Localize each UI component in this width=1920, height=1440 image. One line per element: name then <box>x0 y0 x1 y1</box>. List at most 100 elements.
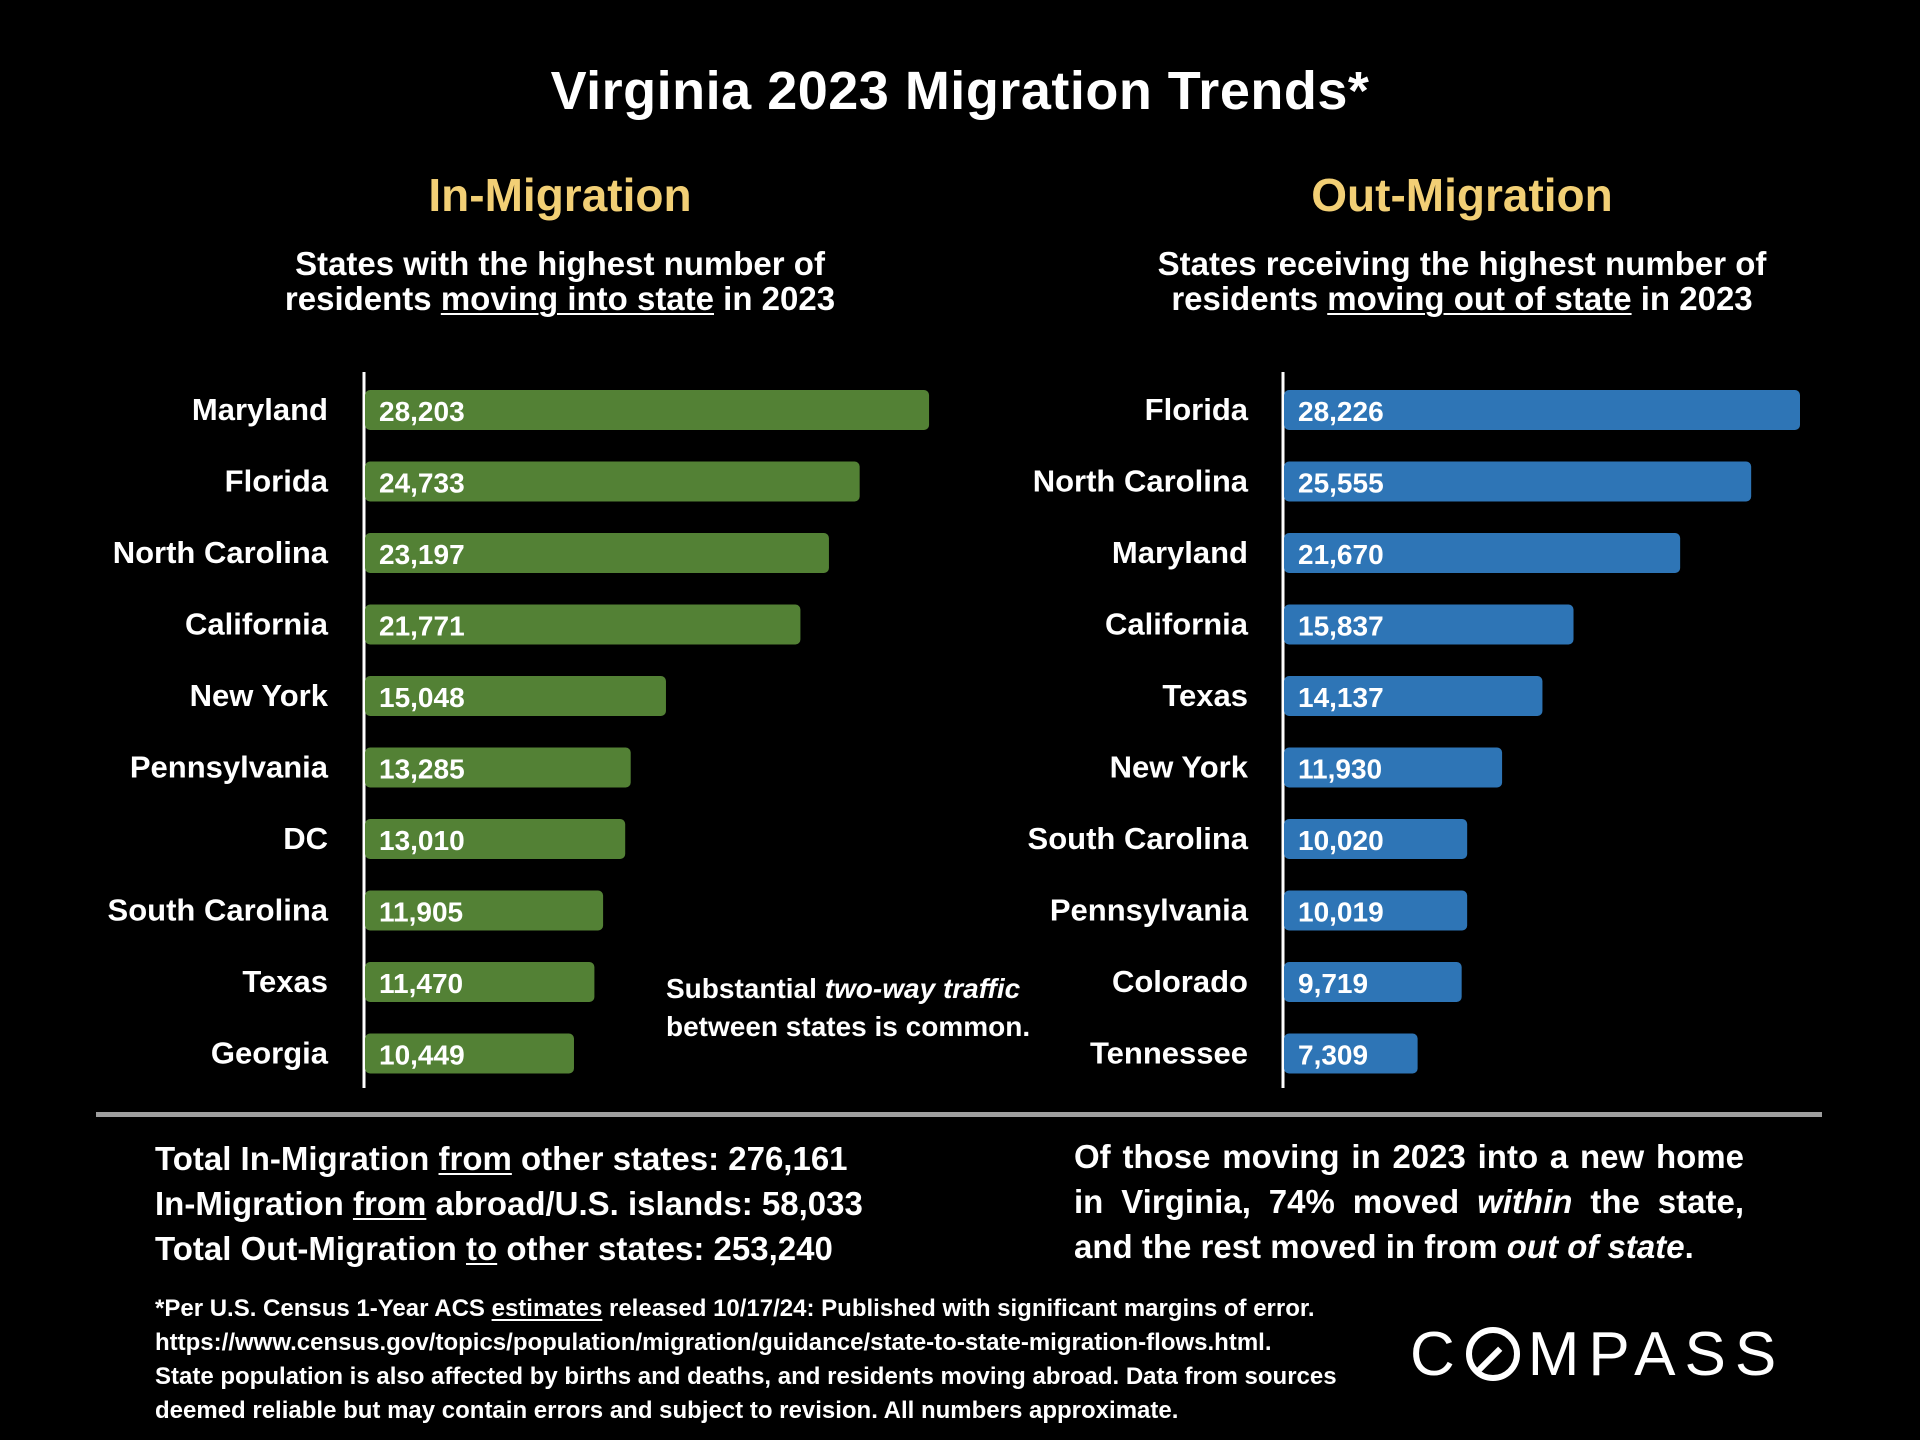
out-bar <box>1284 1033 1418 1074</box>
out-category-label: Tennessee <box>1090 1036 1248 1071</box>
out-subtitle-prefix: residents <box>1171 280 1328 317</box>
out-category-label: California <box>1105 607 1249 642</box>
out-bar <box>1284 890 1468 931</box>
in-migration-subtitle: States with the highest number of reside… <box>160 246 960 316</box>
out-category-label: North Carolina <box>1033 464 1249 499</box>
in-category-label: New York <box>190 678 329 713</box>
footnote-url: https://www.census.gov/topics/population… <box>155 1329 1272 1356</box>
in-value-label: 13,010 <box>379 825 465 856</box>
in-bar <box>365 676 666 716</box>
in-value-label: 23,197 <box>379 539 465 570</box>
in-bar <box>365 819 626 859</box>
out-migration-subtitle: States receiving the highest number of r… <box>1062 246 1862 316</box>
out-category-label: South Carolina <box>1028 821 1249 856</box>
out-bar <box>1284 962 1462 1002</box>
within-text: . <box>1684 1228 1694 1265</box>
stat-text: other states: 276,161 <box>511 1140 848 1177</box>
stat-text: other states: 253,240 <box>497 1230 833 1267</box>
stat-text: abroad/U.S. islands: 58,033 <box>426 1185 863 1222</box>
in-category-label: Florida <box>225 464 329 499</box>
footnote-underlined: estimates <box>491 1295 603 1322</box>
in-value-label: 15,048 <box>379 682 465 713</box>
out-value-label: 10,019 <box>1298 897 1384 928</box>
compass-logo: C MPASS <box>1410 1320 1830 1389</box>
note-italic: two-way traffic <box>824 973 1021 1004</box>
within-text: Of those moving in 2023 into a new home … <box>1074 1138 1744 1220</box>
out-migration-title: Out-Migration <box>1311 169 1613 221</box>
out-bar <box>1284 533 1681 573</box>
in-bar <box>365 604 801 645</box>
in-bar <box>365 390 930 430</box>
logo-text-left: C <box>1410 1319 1464 1389</box>
in-bar <box>365 962 595 1002</box>
within-italic: within <box>1477 1183 1573 1220</box>
footnote-line: *Per U.S. Census 1-Year ACS estimates re… <box>155 1292 1385 1326</box>
out-bar <box>1284 676 1543 716</box>
migration-totals: Total In-Migration from other states: 27… <box>155 1136 955 1271</box>
chart-title: Virginia 2023 Migration Trends* <box>550 61 1370 121</box>
in-subtitle-suffix: in 2023 <box>714 280 836 317</box>
footnote-text: *Per U.S. Census 1-Year ACS <box>155 1295 492 1322</box>
two-way-traffic-note: Substantial two-way traffic between stat… <box>666 970 1046 1046</box>
in-category-label: Pennsylvania <box>130 750 329 785</box>
out-value-label: 9,719 <box>1298 968 1368 999</box>
within-text: the state, and the rest moved in from <box>1074 1183 1745 1265</box>
out-category-label: Pennsylvania <box>1050 893 1249 928</box>
logo-text-right: MPASS <box>1527 1319 1786 1389</box>
out-category-label: New York <box>1110 750 1249 785</box>
out-subtitle-suffix: in 2023 <box>1631 280 1753 317</box>
out-value-label: 15,837 <box>1298 611 1384 642</box>
out-value-label: 14,137 <box>1298 682 1384 713</box>
out-category-label: Colorado <box>1112 964 1248 999</box>
footnote-text: released 10/17/24: Published with signif… <box>602 1295 1315 1322</box>
stat-total-in: Total In-Migration from other states: 27… <box>155 1136 955 1181</box>
footnote-line: State population is also affected by bir… <box>155 1363 1337 1390</box>
in-bar <box>365 1033 574 1074</box>
stat-underlined: to <box>466 1230 498 1267</box>
in-value-label: 11,470 <box>379 968 463 999</box>
in-subtitle-line1: States with the highest number of <box>295 245 825 282</box>
out-bar <box>1284 747 1503 788</box>
out-subtitle-underlined: moving out of state <box>1327 280 1632 317</box>
footnote: *Per U.S. Census 1-Year ACS estimates re… <box>155 1292 1385 1428</box>
stat-underlined: from <box>352 1185 427 1222</box>
in-value-label: 21,771 <box>379 611 465 642</box>
in-category-label: North Carolina <box>113 535 329 570</box>
in-value-label: 10,449 <box>379 1040 465 1071</box>
stat-text: Total In-Migration <box>155 1140 439 1177</box>
in-value-label: 28,203 <box>379 396 465 427</box>
in-bar <box>365 890 604 931</box>
out-value-label: 11,930 <box>1298 754 1382 785</box>
within-state-note: Of those moving in 2023 into a new home … <box>1074 1134 1744 1269</box>
out-value-label: 7,309 <box>1298 1040 1368 1071</box>
in-value-label: 24,733 <box>379 468 465 499</box>
within-italic: out of state <box>1506 1228 1685 1265</box>
in-migration-title: In-Migration <box>428 169 692 221</box>
in-bar <box>365 533 829 573</box>
out-value-label: 28,226 <box>1298 396 1384 427</box>
footnote-line: deemed reliable but may contain errors a… <box>155 1397 1179 1424</box>
in-subtitle-underlined: moving into state <box>440 280 714 317</box>
logo-o-icon <box>1465 1327 1520 1381</box>
out-bar <box>1284 604 1574 645</box>
stat-total-out: Total Out-Migration to other states: 253… <box>155 1226 955 1271</box>
out-bar <box>1284 819 1468 859</box>
in-category-label: Maryland <box>192 392 328 427</box>
in-subtitle-prefix: residents <box>284 280 441 317</box>
stat-underlined: from <box>438 1140 512 1177</box>
in-bar <box>365 461 860 502</box>
out-category-label: Maryland <box>1112 535 1248 570</box>
stat-text: In-Migration <box>155 1185 353 1222</box>
in-value-label: 13,285 <box>379 754 465 785</box>
divider <box>96 1112 1822 1117</box>
in-category-label: California <box>185 607 329 642</box>
out-value-label: 25,555 <box>1298 468 1384 499</box>
stat-abroad-in: In-Migration from abroad/U.S. islands: 5… <box>155 1181 955 1226</box>
out-value-label: 21,670 <box>1298 539 1384 570</box>
stat-text: Total Out-Migration <box>155 1230 467 1267</box>
note-prefix: Substantial <box>666 973 825 1004</box>
note-line2: between states is common. <box>666 1011 1031 1042</box>
in-category-label: DC <box>283 821 328 856</box>
out-bar <box>1284 461 1752 502</box>
